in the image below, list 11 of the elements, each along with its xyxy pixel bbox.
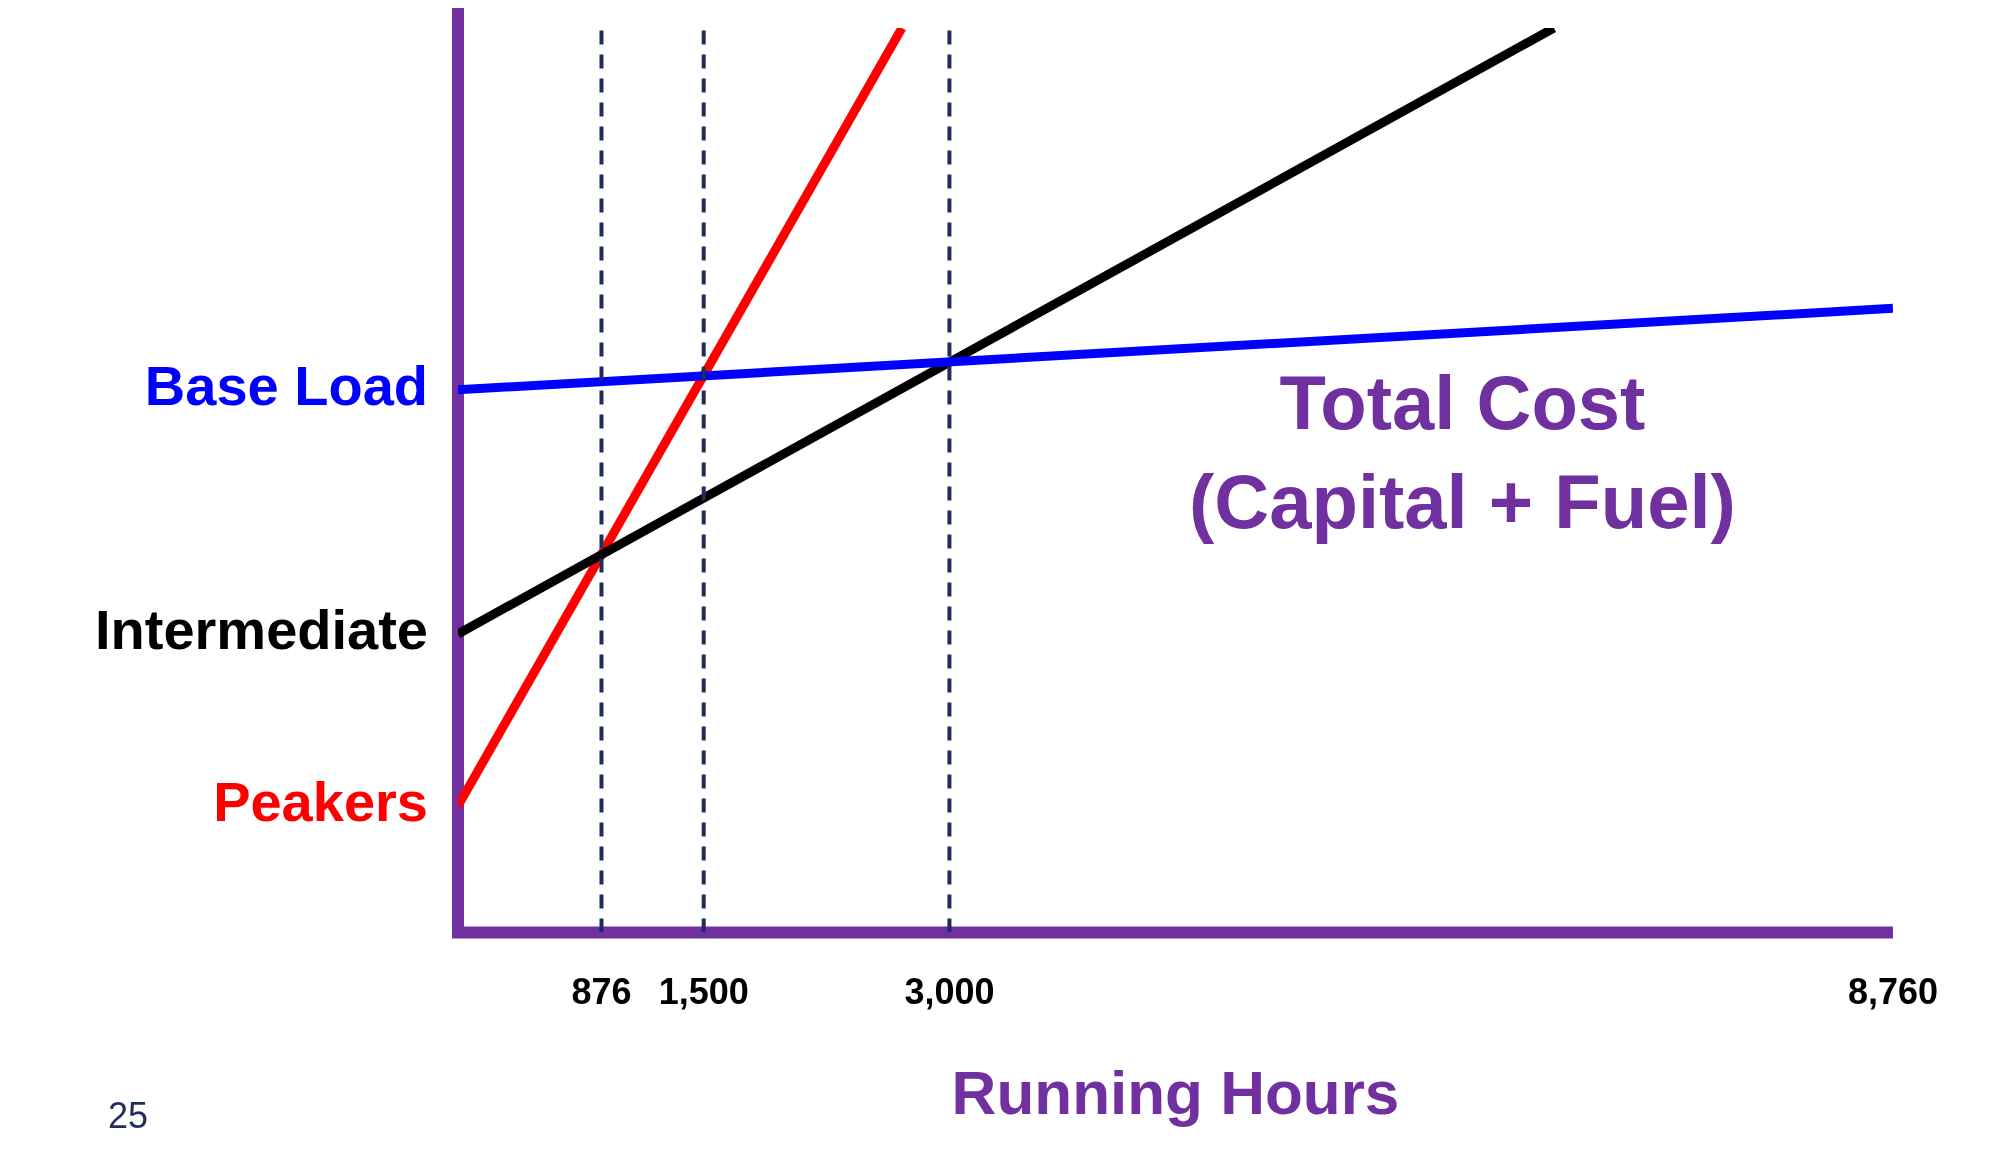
annotation: (Capital + Fuel) [1189, 459, 1736, 545]
text: 25 [108, 1094, 149, 1136]
x-tick-label: 8,760 [1847, 970, 1938, 1012]
x-axis-title: Running Hours [951, 1057, 1400, 1127]
series-label: Base Load [144, 354, 428, 418]
series-label: Intermediate [95, 598, 428, 662]
annotation: Total Cost [1279, 359, 1646, 445]
x-tick-label: 1,500 [658, 970, 749, 1012]
x-tick-label: 3,000 [904, 970, 995, 1012]
series-label: Peakers [213, 770, 428, 834]
x-tick-label: 876 [571, 970, 632, 1012]
